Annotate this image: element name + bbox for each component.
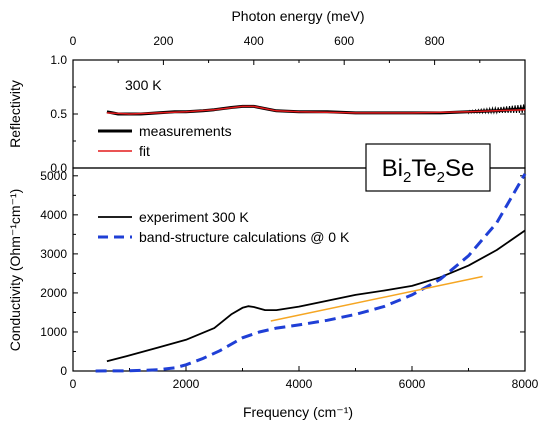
reflectivity-legend: measurements fit — [98, 123, 232, 159]
temperature-annotation: 300 K — [125, 77, 162, 93]
legend-label-fit: fit — [139, 143, 150, 159]
top-x-tick-label: 800 — [425, 34, 445, 48]
bottom-axis-title: Frequency (cm⁻¹) — [243, 404, 353, 420]
legend-label-calculation: band-structure calculations @ 0 K — [139, 229, 350, 245]
reflectivity-y-tick-label: 0.5 — [50, 107, 67, 121]
top-x-tick-label: 400 — [244, 34, 264, 48]
ticks-layer: 0 200 400 600 8000.00.51.0010002000300040005… — [40, 34, 538, 391]
series-layer — [95, 104, 527, 373]
conductivity-y-tick-label: 3000 — [40, 247, 67, 261]
reflectivity-y-tick-label: 0.0 — [50, 161, 67, 175]
compound-label: Bi2Te2Se — [365, 143, 491, 192]
series-line-experiment — [106, 229, 526, 363]
reflectivity-axis-title: Reflectivity — [7, 80, 23, 148]
reflectivity-y-tick-label: 1.0 — [50, 53, 67, 67]
bottom-x-tick-label: 4000 — [286, 377, 313, 391]
series-line-calculation — [95, 173, 527, 373]
legend-label-measurements: measurements — [139, 123, 232, 139]
conductivity-y-tick-label: 4000 — [40, 208, 67, 222]
top-axis-title: Photon energy (meV) — [231, 8, 364, 24]
top-x-tick-label: 0 — [70, 34, 77, 48]
compound-formula: Bi2Te2Se — [382, 155, 475, 186]
bottom-x-tick-label: 2000 — [173, 377, 200, 391]
conductivity-y-tick-label: 0 — [60, 364, 67, 378]
bottom-x-tick-label: 6000 — [399, 377, 426, 391]
conductivity-y-tick-label: 5000 — [40, 169, 67, 183]
bottom-x-tick-label: 0 — [70, 377, 77, 391]
compound-label-box — [365, 143, 491, 192]
legend-label-experiment: experiment 300 K — [139, 209, 249, 225]
series-line-linear-guide — [270, 275, 483, 322]
top-x-tick-label: 200 — [153, 34, 173, 48]
series-line-fit — [106, 105, 526, 115]
conductivity-axis-title: Conductivity (Ohm⁻¹cm⁻¹) — [7, 189, 23, 352]
top-x-tick-label: 600 — [334, 34, 354, 48]
bottom-x-tick-label: 8000 — [512, 377, 539, 391]
conductivity-y-tick-label: 2000 — [40, 286, 67, 300]
conductivity-legend: experiment 300 K band-structure calculat… — [98, 209, 350, 245]
conductivity-y-tick-label: 1000 — [40, 325, 67, 339]
